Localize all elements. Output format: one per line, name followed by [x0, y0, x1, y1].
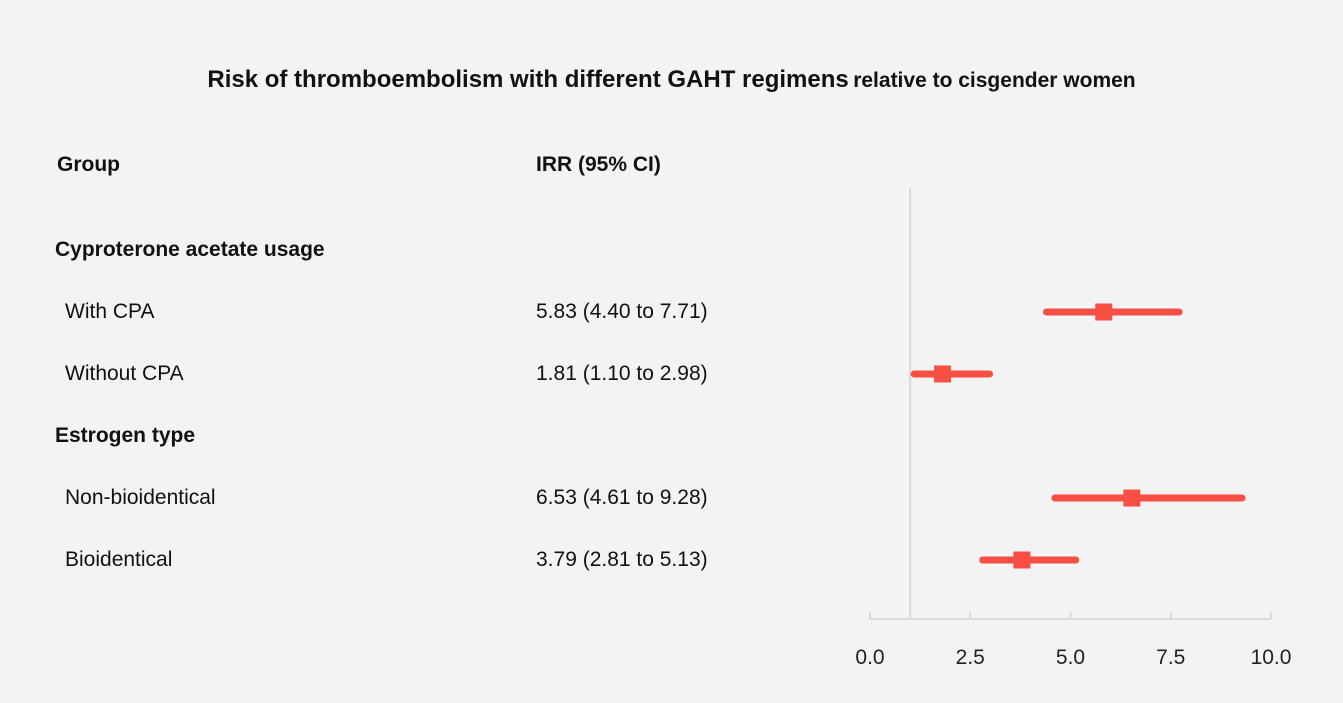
group-column-header: Group — [57, 153, 120, 176]
row-label: Without CPA — [65, 362, 184, 385]
point-estimate-marker — [1095, 303, 1113, 321]
point-estimate-marker — [934, 365, 952, 383]
section-label: Estrogen type — [55, 424, 196, 447]
row-label: With CPA — [65, 300, 155, 323]
row-estimate: 6.53 (4.61 to 9.28) — [536, 486, 708, 509]
x-tick-label: 0.0 — [855, 646, 884, 669]
irr-column-header: IRR (95% CI) — [536, 153, 661, 176]
x-tick-label: 10.0 — [1251, 646, 1292, 669]
point-estimate-marker — [1013, 551, 1031, 569]
row-label: Non-bioidentical — [65, 486, 216, 509]
row-estimate: 3.79 (2.81 to 5.13) — [536, 548, 708, 571]
x-tick-label: 5.0 — [1056, 646, 1085, 669]
title-main: Risk of thromboembolism with different G… — [207, 66, 849, 93]
row-estimate: 5.83 (4.40 to 7.71) — [536, 300, 708, 323]
point-estimate-marker — [1123, 489, 1141, 507]
x-tick-label: 7.5 — [1156, 646, 1185, 669]
section-label: Cyproterone acetate usage — [55, 238, 325, 261]
x-tick-label: 2.5 — [956, 646, 985, 669]
row-estimate: 1.81 (1.10 to 2.98) — [536, 362, 708, 385]
chart-title: Risk of thromboembolism with different G… — [0, 66, 1343, 94]
row-label: Bioidentical — [65, 548, 173, 571]
title-subtitle: relative to cisgender women — [853, 69, 1136, 92]
